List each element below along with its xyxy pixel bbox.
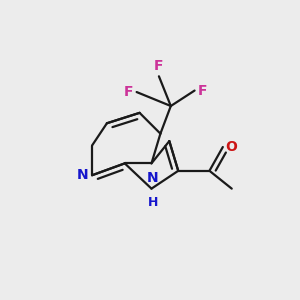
Text: N: N: [77, 168, 88, 182]
Text: F: F: [124, 85, 133, 99]
Text: N: N: [147, 171, 159, 185]
Text: F: F: [154, 59, 164, 73]
Text: O: O: [225, 140, 237, 154]
Text: F: F: [198, 84, 208, 98]
Text: H: H: [148, 196, 158, 209]
